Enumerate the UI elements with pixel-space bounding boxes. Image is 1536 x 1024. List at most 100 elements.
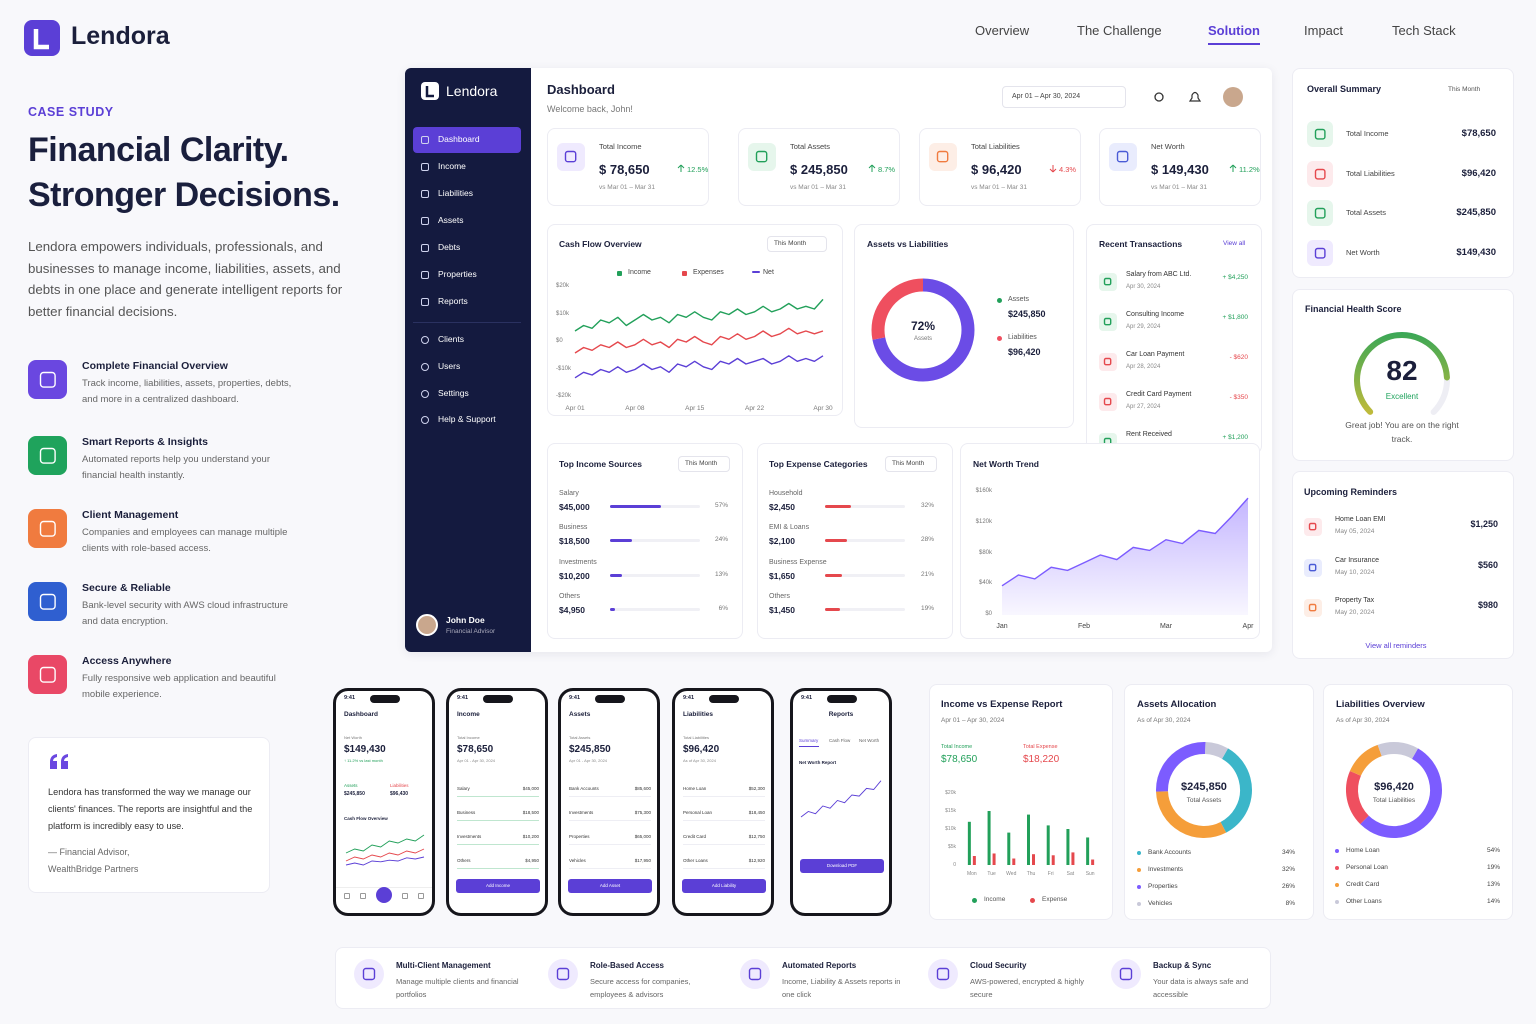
strip-text: Income, Liability & Assets reports in on… bbox=[782, 977, 901, 999]
dropdown[interactable] bbox=[678, 456, 730, 472]
bar-value-label: 32% bbox=[920, 502, 934, 509]
feature-text: Companies and employees can manage multi… bbox=[82, 527, 288, 554]
status-time: 9:41 bbox=[457, 695, 469, 701]
x-tick-label: Jan bbox=[996, 623, 1008, 630]
phone-row-name: Home Loan bbox=[683, 786, 707, 791]
status-time: 9:41 bbox=[683, 695, 695, 701]
arrow bbox=[1229, 164, 1237, 172]
card-title: Assets vs Liabilities bbox=[867, 239, 949, 249]
menu-item[interactable]: Help & Support bbox=[438, 414, 496, 424]
dropdown-label[interactable]: This Month bbox=[1448, 86, 1481, 93]
phone-nav-icon bbox=[360, 893, 366, 899]
bar-value-label: 6% bbox=[718, 605, 728, 612]
nav-link[interactable]: Tech Stack bbox=[1392, 23, 1456, 38]
strip-title: Backup & Sync bbox=[1153, 961, 1212, 970]
card-subtitle: As of Apr 30, 2024 bbox=[1336, 717, 1390, 724]
transaction-date: Apr 30, 2024 bbox=[1126, 284, 1161, 290]
phone-nav-icon bbox=[402, 893, 408, 899]
icon bbox=[557, 143, 585, 171]
phone-button[interactable] bbox=[800, 859, 884, 873]
menu-icon bbox=[421, 271, 429, 279]
bar-category: Household bbox=[769, 490, 803, 497]
bar bbox=[1091, 859, 1095, 865]
legend-dot bbox=[972, 898, 977, 903]
phone-label: Total Assets bbox=[569, 735, 591, 740]
nav-link[interactable]: The Challenge bbox=[1077, 23, 1162, 38]
phone-button[interactable] bbox=[456, 879, 540, 893]
legend-dot bbox=[997, 298, 1002, 303]
phone-nav-add[interactable] bbox=[376, 887, 392, 903]
phone-row-name: Vehicles bbox=[569, 858, 586, 863]
menu-item[interactable]: Liabilities bbox=[438, 188, 473, 198]
gauge bbox=[1354, 332, 1450, 428]
phone: 9:41 Liabilities Total Liabilities $96,420 A… bbox=[672, 688, 774, 916]
icon bbox=[929, 143, 957, 171]
menu-item[interactable]: Settings bbox=[438, 388, 469, 398]
nav-link[interactable]: Impact bbox=[1304, 23, 1344, 38]
menu-item[interactable]: Clients bbox=[438, 334, 464, 344]
menu-item[interactable]: Reports bbox=[438, 296, 468, 306]
icon-glyph bbox=[1119, 967, 1133, 981]
y-tick-label: $5k bbox=[947, 844, 956, 850]
sidebar-logo bbox=[421, 82, 439, 100]
menu-item[interactable]: Properties bbox=[438, 269, 477, 279]
menu-item[interactable]: Dashboard bbox=[438, 134, 480, 144]
icon bbox=[928, 959, 958, 989]
legend-label: Net bbox=[763, 269, 774, 276]
icon-glyph bbox=[1117, 151, 1129, 163]
donut-segment bbox=[1156, 742, 1252, 838]
menu-active bbox=[413, 127, 521, 153]
sidebar-divider bbox=[413, 322, 521, 323]
user-role: Financial Advisor bbox=[446, 628, 496, 635]
menu-icon bbox=[421, 390, 429, 398]
quote-card bbox=[28, 737, 270, 893]
icon bbox=[740, 959, 770, 989]
kpi-change: 8.7% bbox=[878, 165, 896, 174]
kpi-change: 4.3% bbox=[1059, 165, 1077, 174]
menu-icon bbox=[421, 217, 429, 225]
y-tick-label: 0 bbox=[953, 862, 956, 868]
menu-item[interactable]: Assets bbox=[438, 215, 464, 225]
icon-shape bbox=[936, 967, 950, 981]
nav-link[interactable]: Overview bbox=[975, 23, 1030, 38]
menu-item[interactable]: Debts bbox=[438, 242, 461, 252]
phone-row-value: $12,750 bbox=[748, 834, 765, 839]
strip-title: Cloud Security bbox=[970, 961, 1027, 970]
date-picker[interactable] bbox=[1002, 86, 1126, 108]
phone-sub: As of Apr 30, 2024 bbox=[683, 758, 716, 763]
bar bbox=[1051, 855, 1055, 865]
phone-button[interactable] bbox=[568, 879, 652, 893]
menu-item[interactable]: Income bbox=[438, 161, 466, 171]
phone-button[interactable] bbox=[682, 879, 766, 893]
x-tick-label: Apr 22 bbox=[745, 405, 765, 412]
card-title: Net Worth Trend bbox=[973, 459, 1039, 469]
legend-value: 8% bbox=[1285, 900, 1295, 907]
icon-glyph bbox=[748, 967, 762, 981]
bar bbox=[1007, 832, 1011, 865]
bar-track bbox=[825, 574, 905, 577]
reminder-name: Property Tax bbox=[1335, 597, 1375, 604]
y-tick-label: $20k bbox=[556, 283, 570, 289]
icon-shape bbox=[39, 593, 56, 610]
nav-link[interactable]: Solution bbox=[1208, 23, 1260, 38]
icon-shape bbox=[937, 151, 949, 163]
icon-shape bbox=[39, 447, 56, 464]
view-all[interactable]: View all bbox=[1223, 240, 1246, 247]
dropdown[interactable] bbox=[767, 236, 827, 252]
phone-row-line bbox=[569, 844, 651, 845]
donut-center-label: Total Assets bbox=[1186, 797, 1222, 804]
card-title: Income vs Expense Report bbox=[941, 699, 1063, 710]
legend-dot bbox=[1137, 851, 1141, 855]
reminder-amount: $1,250 bbox=[1470, 519, 1498, 529]
menu-item[interactable]: Users bbox=[438, 361, 461, 371]
kpi-value: $ 96,420 bbox=[971, 162, 1022, 177]
x-tick-label: Apr 30 bbox=[813, 405, 833, 412]
icon-glyph bbox=[1104, 278, 1112, 286]
icon-glyph bbox=[362, 967, 376, 981]
dropdown[interactable] bbox=[885, 456, 937, 472]
bar-amount: $45,000 bbox=[559, 502, 590, 512]
search-icon bbox=[1154, 92, 1164, 102]
bar-value-label: 21% bbox=[920, 571, 934, 578]
area-line bbox=[1001, 497, 1249, 587]
total-value: $78,650 bbox=[941, 754, 978, 765]
